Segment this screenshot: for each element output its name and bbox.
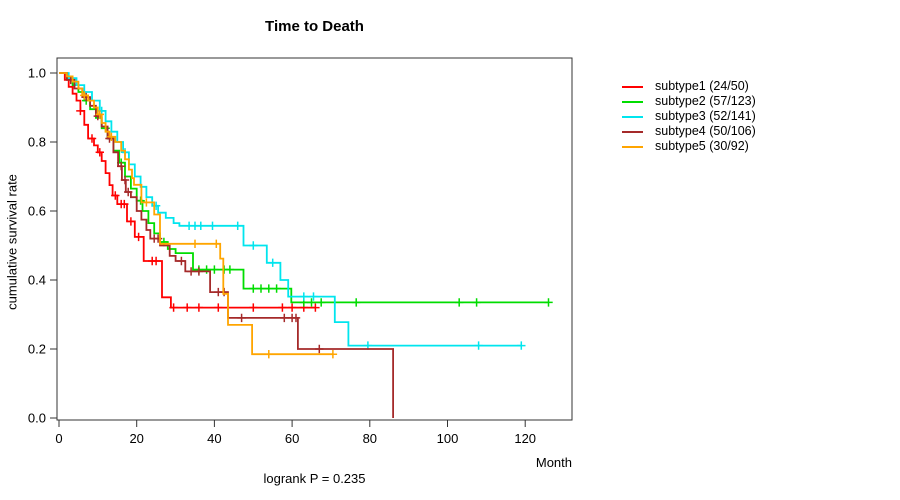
censor-mark-subtype2	[307, 298, 316, 307]
censor-mark-subtype4	[186, 267, 196, 276]
legend-label: subtype5 (30/92)	[655, 139, 749, 153]
censor-mark-subtype1	[87, 134, 97, 143]
censor-mark-subtype1	[311, 303, 320, 312]
x-tick-label: 100	[437, 431, 459, 446]
chart-title: Time to Death	[265, 18, 364, 35]
censor-mark-subtype1	[194, 303, 204, 312]
censor-mark-subtype2	[472, 298, 481, 307]
km-curve-subtype5	[59, 72, 333, 356]
x-tick-label: 20	[129, 431, 143, 446]
censor-mark-subtype4	[120, 175, 130, 185]
censor-mark-subtype5	[80, 91, 89, 100]
km-curve-subtype4	[59, 72, 394, 418]
km-curve-subtype3	[59, 72, 522, 347]
censor-mark-subtype3	[233, 221, 242, 230]
censor-mark-subtype3	[474, 341, 483, 350]
censor-mark-subtype5	[107, 132, 116, 141]
censor-mark-subtype3	[196, 221, 205, 230]
censor-mark-subtype2	[225, 265, 235, 274]
x-tick-label: 40	[207, 431, 221, 446]
legend-line-swatch	[622, 115, 643, 118]
censor-mark-subtype1	[183, 303, 192, 312]
censor-mark-subtype2	[264, 284, 273, 293]
censor-mark-subtype4	[291, 313, 301, 323]
legend-label: subtype1 (24/50)	[655, 79, 749, 93]
censor-mark-subtype1	[214, 303, 223, 312]
y-tick-label: 0.6	[28, 204, 46, 219]
censor-mark-subtype4	[124, 187, 133, 197]
censor-mark-subtype5	[142, 198, 151, 207]
legend-label: subtype4 (50/106)	[655, 124, 756, 138]
censor-mark-subtype1	[287, 303, 297, 312]
x-tick-label: 60	[285, 431, 299, 446]
legend-item-subtype2: subtype2 (57/123)	[622, 94, 756, 109]
legend-line-swatch	[622, 100, 643, 103]
censor-mark-subtype3	[517, 341, 526, 350]
censor-mark-subtype4	[280, 313, 289, 323]
censor-mark-subtype2	[210, 265, 219, 274]
censor-mark-subtype3	[299, 292, 308, 301]
plot-box	[56, 57, 573, 421]
censor-mark-subtype2	[256, 284, 266, 293]
x-axis-label: Month	[535, 455, 572, 470]
censor-mark-subtype5	[95, 110, 104, 119]
km-curve-subtype2	[59, 72, 549, 304]
legend-label: subtype3 (52/141)	[655, 109, 756, 123]
censor-mark-subtype1	[249, 303, 258, 312]
legend-label: subtype2 (57/123)	[655, 94, 756, 108]
y-tick-label: 0.2	[28, 342, 46, 357]
censor-mark-subtype2	[249, 284, 258, 293]
censor-mark-subtype4	[194, 267, 204, 276]
censor-mark-subtype1	[278, 303, 287, 312]
y-tick-label: 0.4	[28, 273, 46, 288]
censor-mark-subtype1	[126, 217, 136, 226]
y-axis-label: cumulative survival rate	[4, 174, 20, 310]
censor-mark-subtype4	[237, 313, 246, 323]
censor-mark-subtype1	[169, 303, 178, 312]
y-tick-label: 0.8	[28, 135, 46, 150]
censor-mark-subtype3	[208, 221, 217, 230]
censor-mark-subtype2	[455, 298, 464, 307]
censor-mark-subtype1	[95, 148, 104, 157]
censor-mark-subtype1	[120, 199, 129, 209]
legend-line-swatch	[622, 85, 643, 88]
censor-mark-subtype2	[272, 284, 281, 293]
censor-mark-subtype5	[264, 350, 273, 359]
censor-mark-subtype2	[352, 298, 361, 307]
censor-mark-subtype3	[268, 258, 277, 267]
x-tick-label: 80	[363, 431, 377, 446]
censor-mark-subtype2	[544, 298, 553, 307]
censor-mark-subtype1	[134, 232, 143, 242]
censor-mark-subtype1	[151, 256, 161, 266]
x-tick-label: 0	[55, 431, 62, 446]
legend-item-subtype4: subtype4 (50/106)	[622, 124, 756, 139]
legend: subtype1 (24/50) subtype2 (57/123) subty…	[622, 79, 756, 154]
censor-mark-subtype4	[117, 162, 126, 171]
censor-mark-subtype2	[317, 298, 326, 307]
legend-line-swatch	[622, 130, 643, 133]
censor-mark-subtype3	[249, 241, 258, 250]
censor-mark-subtype3	[309, 292, 318, 301]
censor-mark-subtype4	[315, 344, 324, 354]
censor-mark-subtype5	[328, 350, 338, 359]
censor-mark-subtype5	[212, 239, 221, 248]
legend-item-subtype5: subtype5 (30/92)	[622, 139, 756, 154]
legend-item-subtype3: subtype3 (52/141)	[622, 109, 756, 124]
legend-item-subtype1: subtype1 (24/50)	[622, 79, 756, 94]
y-tick-label: 0.0	[28, 411, 46, 426]
legend-line-swatch	[622, 145, 643, 148]
censor-mark-subtype2	[202, 265, 211, 274]
censor-mark-subtype1	[76, 106, 85, 116]
censor-mark-subtype1	[111, 191, 120, 200]
censor-mark-subtype5	[190, 239, 200, 248]
y-tick-label: 1.0	[28, 66, 46, 81]
censor-mark-subtype4	[177, 256, 186, 266]
x-tick-label: 120	[514, 431, 536, 446]
logrank-p-value: logrank P = 0.235	[263, 471, 366, 486]
